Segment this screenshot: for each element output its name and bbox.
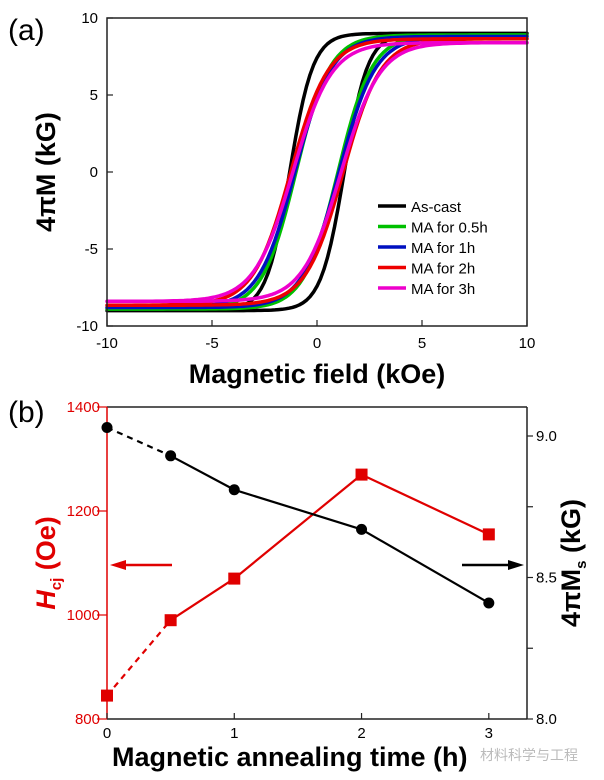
panel-b-left-label: Hcj (Oe)	[31, 516, 65, 610]
series-segment	[233, 473, 363, 580]
panel-a-x-label: Magnetic field (kOe)	[189, 359, 446, 389]
x-tick-label: 3	[485, 725, 493, 742]
hcj-point	[164, 614, 177, 627]
hcj-point	[355, 468, 368, 481]
left-axis-arrow	[110, 560, 172, 570]
panel-b-label: (b)	[8, 396, 45, 429]
x-tick-label: 0	[313, 335, 321, 352]
right-label-main: 4πM	[556, 569, 586, 627]
panel-a-y-label: 4πM (kG)	[31, 112, 61, 232]
panel-a-label: (a)	[8, 14, 45, 47]
panel-b: (b) 0 1 2 3 800 1000 1200 1400 8.0 8.5 9.0 Magne…	[8, 396, 590, 772]
ms-point	[165, 450, 177, 462]
left-label-main: H	[31, 590, 61, 610]
panel-b-right-label: 4πMs (kG)	[556, 499, 590, 627]
y-tick-label: 5	[90, 87, 98, 104]
hcj-point	[482, 528, 495, 541]
left-tick-label: 1400	[67, 399, 100, 416]
panel-b-right-ticks: 8.0 8.5 9.0	[527, 428, 557, 728]
series-segment	[360, 528, 490, 604]
x-tick-label: 2	[357, 725, 365, 742]
left-tick-label: 1200	[67, 503, 100, 520]
x-tick-label: 5	[418, 335, 426, 352]
series-segment	[106, 619, 172, 697]
right-axis-arrow	[462, 560, 524, 570]
legend-label: MA for 0.5h	[411, 220, 488, 237]
series-segment	[170, 577, 235, 622]
legend-label: MA for 2h	[411, 261, 475, 278]
legend-label: As-cast	[411, 199, 462, 216]
ms-point	[228, 484, 240, 496]
series-segment	[361, 473, 490, 536]
x-tick-label: 1	[230, 725, 238, 742]
ms-point	[356, 523, 368, 535]
left-label-sub: cj	[48, 578, 65, 591]
panel-b-series	[101, 422, 495, 702]
legend: As-cast MA for 0.5h MA for 1h MA for 2h MA f…	[378, 199, 488, 298]
x-tick-label: -10	[96, 335, 118, 352]
panel-b-left-ticks: 800 1000 1200 1400	[67, 399, 107, 728]
ms-point	[483, 597, 495, 609]
series-segment	[106, 426, 172, 457]
panel-a-y-ticks: 10 5 0 -5 -10	[76, 10, 113, 335]
panel-a: (a) -10 -5 0 5 10 10 5 0 -5 -10 Magnetic field (…	[8, 10, 535, 389]
panel-a-frame	[106, 17, 528, 327]
right-tick-label: 9.0	[536, 428, 557, 445]
ms-point	[101, 422, 113, 434]
y-tick-label: 10	[81, 10, 98, 27]
right-tick-label: 8.0	[536, 711, 557, 728]
panel-b-x-ticks: 0 1 2 3	[103, 713, 493, 742]
y-tick-label: -10	[76, 318, 98, 335]
left-tick-label: 800	[75, 711, 100, 728]
x-tick-label: 10	[519, 335, 536, 352]
legend-label: MA for 3h	[411, 281, 475, 298]
panel-b-x-label: Magnetic annealing time (h)	[112, 742, 468, 772]
y-tick-label: 0	[90, 164, 98, 181]
series-segment	[233, 488, 362, 531]
right-tick-label: 8.5	[536, 570, 557, 587]
watermark: 材料科学与工程	[480, 748, 578, 764]
y-tick-label: -5	[85, 241, 98, 258]
left-tick-label: 1000	[67, 607, 100, 624]
hcj-point	[228, 572, 241, 585]
x-tick-label: -5	[205, 335, 218, 352]
panel-a-x-ticks: -10 -5 0 5 10	[96, 320, 535, 352]
right-label-unit: (kG)	[556, 499, 586, 561]
left-label-unit: (Oe)	[31, 516, 61, 578]
hcj-point	[101, 689, 113, 702]
series-segment	[170, 454, 235, 491]
right-label-sub: s	[573, 560, 590, 568]
legend-label: MA for 1h	[411, 240, 475, 257]
x-tick-label: 0	[103, 725, 111, 742]
